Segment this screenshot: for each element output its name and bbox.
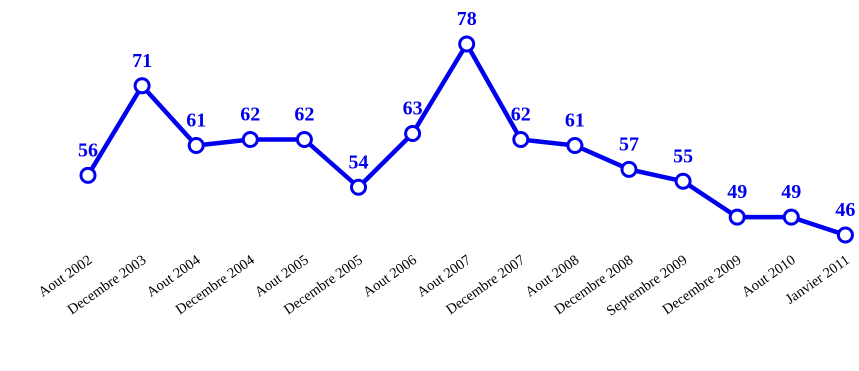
data-label: 55 bbox=[673, 145, 693, 167]
data-label: 63 bbox=[403, 98, 423, 120]
data-points bbox=[79, 35, 854, 244]
data-label: 61 bbox=[186, 109, 206, 131]
data-point bbox=[350, 178, 367, 196]
data-point bbox=[187, 136, 205, 154]
data-label: 46 bbox=[835, 199, 855, 221]
data-label: 62 bbox=[240, 104, 260, 126]
data-point bbox=[620, 160, 638, 178]
data-point bbox=[241, 131, 259, 148]
data-label: 56 bbox=[78, 139, 98, 161]
data-point bbox=[836, 226, 854, 244]
data-labels: 56 71 61 62 62 54 63 78 62 61 57 55 49 49 46 bbox=[78, 8, 855, 221]
data-label: 61 bbox=[565, 109, 585, 131]
data-point bbox=[295, 131, 313, 148]
data-point bbox=[782, 208, 800, 226]
data-label: 57 bbox=[619, 133, 639, 155]
data-point bbox=[728, 208, 746, 226]
data-label: 62 bbox=[511, 104, 531, 126]
data-point bbox=[133, 77, 151, 95]
data-label: 49 bbox=[727, 181, 747, 203]
data-label: 54 bbox=[349, 151, 369, 173]
data-point bbox=[404, 125, 422, 143]
data-label: 62 bbox=[294, 104, 314, 126]
data-point bbox=[512, 131, 530, 148]
x-tick-label: Aout 2006 bbox=[360, 252, 420, 300]
data-point bbox=[674, 172, 692, 190]
data-label: 49 bbox=[781, 181, 801, 203]
data-point bbox=[566, 136, 584, 154]
data-point bbox=[79, 166, 97, 184]
data-label: 71 bbox=[132, 50, 152, 72]
data-point bbox=[458, 35, 476, 53]
data-label: 78 bbox=[457, 8, 477, 30]
